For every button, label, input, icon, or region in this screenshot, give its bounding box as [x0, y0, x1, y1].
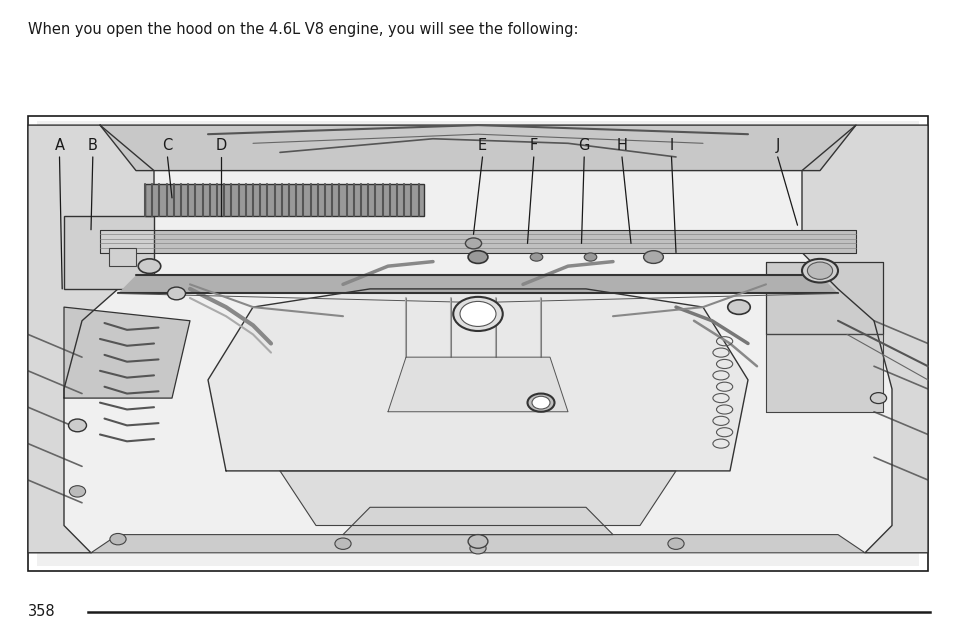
- Polygon shape: [765, 261, 882, 335]
- Text: J: J: [775, 138, 779, 153]
- Ellipse shape: [470, 543, 486, 554]
- Polygon shape: [280, 471, 676, 525]
- Text: I: I: [669, 138, 673, 153]
- Polygon shape: [388, 357, 567, 411]
- Ellipse shape: [468, 535, 487, 548]
- Text: E: E: [477, 138, 487, 153]
- Bar: [64, 216, 153, 289]
- Ellipse shape: [468, 251, 487, 263]
- Bar: [109, 248, 136, 266]
- Ellipse shape: [465, 238, 481, 249]
- Text: 358: 358: [28, 604, 55, 619]
- Ellipse shape: [459, 301, 496, 326]
- Text: B: B: [88, 138, 97, 153]
- Text: When you open the hood on the 4.6L V8 engine, you will see the following:: When you open the hood on the 4.6L V8 en…: [28, 22, 578, 37]
- Ellipse shape: [70, 486, 86, 497]
- Text: G: G: [578, 138, 589, 153]
- Polygon shape: [765, 335, 882, 411]
- Ellipse shape: [583, 253, 597, 261]
- Ellipse shape: [667, 538, 683, 550]
- Ellipse shape: [69, 419, 87, 432]
- Polygon shape: [343, 508, 613, 535]
- Polygon shape: [37, 121, 918, 567]
- Polygon shape: [118, 275, 837, 293]
- Ellipse shape: [453, 297, 502, 331]
- Text: A: A: [54, 138, 65, 153]
- Ellipse shape: [727, 300, 749, 314]
- Ellipse shape: [527, 394, 554, 411]
- Text: F: F: [529, 138, 537, 153]
- Ellipse shape: [869, 392, 885, 404]
- Text: H: H: [616, 138, 627, 153]
- Ellipse shape: [806, 262, 832, 279]
- Text: D: D: [215, 138, 227, 153]
- Ellipse shape: [530, 253, 542, 261]
- Polygon shape: [64, 216, 153, 289]
- Bar: [145, 184, 423, 216]
- Polygon shape: [208, 289, 747, 471]
- Ellipse shape: [168, 287, 185, 300]
- Text: C: C: [162, 138, 172, 153]
- Ellipse shape: [335, 538, 351, 550]
- Bar: [28, 116, 927, 571]
- Polygon shape: [801, 125, 927, 553]
- Ellipse shape: [138, 259, 161, 273]
- Polygon shape: [100, 230, 855, 252]
- Polygon shape: [64, 307, 190, 398]
- Ellipse shape: [110, 534, 126, 545]
- Polygon shape: [145, 184, 423, 216]
- Polygon shape: [100, 125, 855, 170]
- Polygon shape: [91, 535, 864, 553]
- Ellipse shape: [643, 251, 662, 263]
- Polygon shape: [28, 125, 153, 553]
- Ellipse shape: [801, 259, 837, 282]
- Ellipse shape: [532, 396, 550, 409]
